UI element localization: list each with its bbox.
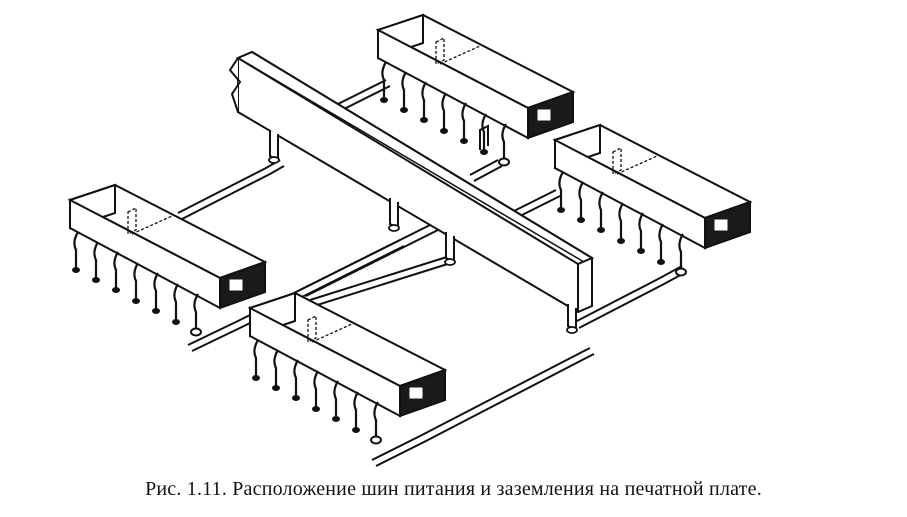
figure-caption: Рис. 1.11. Расположение шин питания и за…	[145, 478, 762, 500]
power-bus-bar	[228, 50, 595, 334]
chip-bottom	[248, 291, 447, 445]
chip-top	[376, 13, 575, 167]
chip-left	[68, 183, 267, 337]
